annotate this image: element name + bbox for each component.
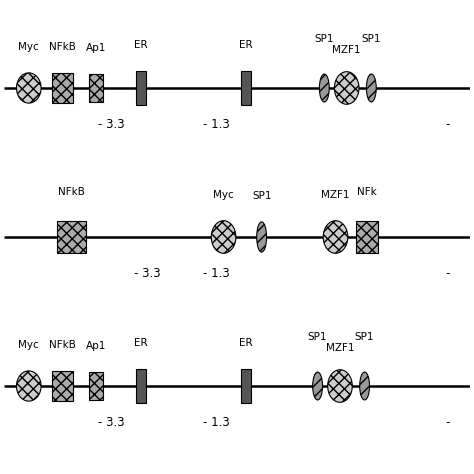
Text: ER: ER xyxy=(239,337,253,347)
Text: SP1: SP1 xyxy=(308,332,328,342)
Text: SP1: SP1 xyxy=(362,34,381,44)
Bar xyxy=(89,74,103,102)
Text: SP1: SP1 xyxy=(355,332,374,342)
Bar xyxy=(57,221,86,253)
Text: Myc: Myc xyxy=(18,42,39,52)
Text: Ap1: Ap1 xyxy=(86,341,106,351)
Ellipse shape xyxy=(328,370,352,402)
Bar xyxy=(52,73,73,103)
Bar xyxy=(136,71,146,105)
Ellipse shape xyxy=(211,221,236,253)
Ellipse shape xyxy=(334,72,359,104)
Text: MZF1: MZF1 xyxy=(326,344,354,354)
Bar xyxy=(52,371,73,401)
Bar xyxy=(356,221,378,253)
Text: Ap1: Ap1 xyxy=(86,43,106,53)
Text: MZF1: MZF1 xyxy=(332,46,361,55)
Text: - 1.3: - 1.3 xyxy=(203,267,230,280)
Text: -: - xyxy=(445,416,450,429)
Text: NFkB: NFkB xyxy=(58,187,85,197)
Text: -: - xyxy=(445,267,450,280)
Text: NFkB: NFkB xyxy=(49,42,76,52)
Text: Myc: Myc xyxy=(213,190,234,200)
Ellipse shape xyxy=(366,74,376,102)
Text: Myc: Myc xyxy=(18,340,39,350)
Text: - 3.3: - 3.3 xyxy=(98,118,125,131)
Ellipse shape xyxy=(323,221,348,253)
Text: ER: ER xyxy=(239,39,253,50)
Text: NFkB: NFkB xyxy=(49,340,76,350)
Text: - 3.3: - 3.3 xyxy=(98,416,125,429)
Text: SP1: SP1 xyxy=(315,34,334,44)
Text: ER: ER xyxy=(134,39,147,50)
Bar xyxy=(89,372,103,400)
Text: ER: ER xyxy=(134,337,147,347)
Bar xyxy=(241,71,251,105)
Ellipse shape xyxy=(17,73,41,103)
Text: NFk: NFk xyxy=(357,187,377,197)
Ellipse shape xyxy=(313,372,322,400)
Text: MZF1: MZF1 xyxy=(321,190,350,200)
Ellipse shape xyxy=(257,222,266,252)
Bar xyxy=(136,369,146,403)
Bar xyxy=(241,369,251,403)
Text: - 1.3: - 1.3 xyxy=(203,118,230,131)
Ellipse shape xyxy=(360,372,370,400)
Text: - 3.3: - 3.3 xyxy=(134,267,161,280)
Text: - 1.3: - 1.3 xyxy=(203,416,230,429)
Text: SP1: SP1 xyxy=(252,191,272,201)
Text: -: - xyxy=(445,118,450,131)
Ellipse shape xyxy=(17,371,41,401)
Ellipse shape xyxy=(319,74,329,102)
